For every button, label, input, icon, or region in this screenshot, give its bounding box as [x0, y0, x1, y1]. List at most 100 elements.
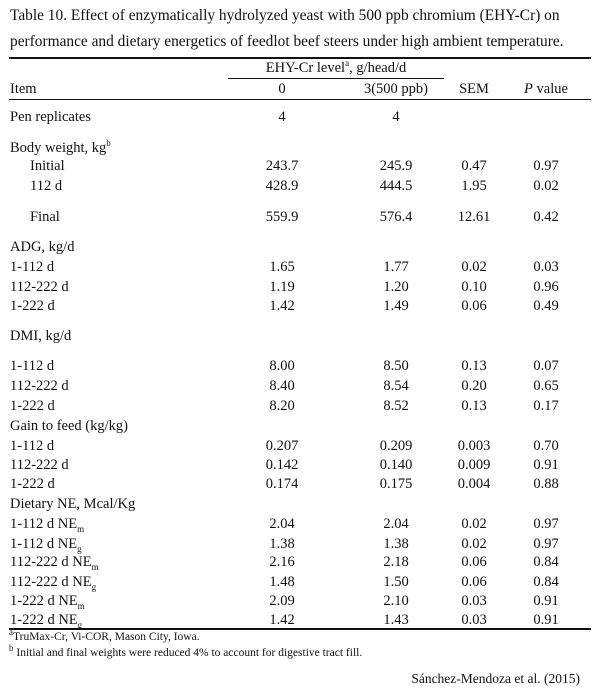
- cell-v0: 0.174: [265, 476, 299, 492]
- cell-p: 0.65: [533, 378, 559, 394]
- cell-p: 0.97: [533, 536, 559, 552]
- cell-v0: 8.40: [269, 378, 295, 394]
- row-label: 1-112 d NEg: [10, 536, 82, 554]
- cell-v0: 1.65: [269, 259, 295, 275]
- cell-sem: 12.61: [457, 209, 491, 225]
- cell-sem: 0.06: [461, 554, 487, 570]
- row-group-label: ADG, kg/d: [10, 239, 75, 255]
- cell-sem: 0.06: [461, 574, 487, 590]
- cell-p: 0.84: [533, 554, 559, 570]
- cell-v0: 559.9: [265, 209, 299, 225]
- row-label: 1-222 d NEm: [10, 593, 85, 611]
- cell-p: 0.49: [533, 298, 559, 314]
- cell-p: 0.42: [533, 209, 559, 225]
- cell-p: 0.02: [533, 178, 559, 194]
- cell-p: 0.03: [533, 259, 559, 275]
- row-label: 112-222 d NEm: [10, 554, 99, 572]
- column-group-rule: [228, 78, 444, 79]
- cell-p: 0.88: [533, 476, 559, 492]
- cell-sem: 0.03: [461, 612, 487, 628]
- cell-p: 0.07: [533, 358, 559, 374]
- cell-v0: 1.38: [269, 536, 295, 552]
- row-label: 112-222 d: [10, 457, 69, 473]
- cell-p: 0.70: [533, 438, 559, 454]
- cell-v1: 8.52: [383, 398, 409, 414]
- cell-sem: 0.20: [461, 378, 487, 394]
- cell-sem: 0.47: [461, 158, 487, 174]
- row-label: 112-222 d: [10, 279, 69, 295]
- cell-v0: 2.09: [269, 593, 295, 609]
- cell-v1: 8.54: [383, 378, 409, 394]
- header-p-value: P value: [524, 81, 568, 97]
- cell-v1: 2.04: [383, 516, 409, 532]
- cell-p: 0.91: [533, 612, 559, 628]
- header-level-0: 0: [278, 81, 286, 97]
- table-caption-line-1: Table 10. Effect of enzymatically hydrol…: [10, 7, 560, 24]
- cell-v0: 243.7: [265, 158, 299, 174]
- cell-v0: 1.42: [269, 612, 295, 628]
- cell-v1: 1.43: [383, 612, 409, 628]
- row-label: Initial: [30, 158, 65, 174]
- cell-p: 0.91: [533, 593, 559, 609]
- footnote-b: b Initial and final weights were reduced…: [9, 643, 363, 659]
- cell-sem: 0.02: [461, 536, 487, 552]
- row-label: 112 d: [30, 178, 63, 194]
- header-rule: [9, 99, 591, 100]
- cell-v1: 576.4: [379, 209, 413, 225]
- row-label: 1-112 d: [10, 259, 55, 275]
- cell-v1: 2.10: [383, 593, 409, 609]
- cell-v0: 8.20: [269, 398, 295, 414]
- cell-sem: 0.03: [461, 593, 487, 609]
- row-label: 112-222 d NEg: [10, 574, 97, 592]
- source-citation: Sánchez-Mendoza et al. (2015): [411, 671, 580, 686]
- cell-sem: 0.003: [457, 438, 491, 454]
- row-label: 1-112 d: [10, 358, 55, 374]
- cell-v1: 1.20: [383, 279, 409, 295]
- cell-v1: 1.77: [383, 259, 409, 275]
- cell-v1: 444.5: [379, 178, 413, 194]
- row-label: Pen replicates: [10, 109, 91, 125]
- cell-v0: 428.9: [265, 178, 299, 194]
- row-label: 112-222 d: [10, 378, 69, 394]
- header-sem: SEM: [459, 81, 489, 97]
- cell-p: 0.91: [533, 457, 559, 473]
- row-group-label: Body weight, kgb: [10, 138, 111, 156]
- cell-v1: 0.140: [379, 457, 413, 473]
- row-group-label: DMI, kg/d: [10, 328, 72, 344]
- row-label: 1-112 d: [10, 438, 55, 454]
- cell-v0: 1.19: [269, 279, 295, 295]
- column-group-header: EHY-Cr levela, g/head/d: [265, 58, 407, 76]
- bottom-rule: [9, 628, 591, 630]
- row-group-label: Gain to feed (kg/kg): [10, 418, 128, 434]
- cell-v0: 1.42: [269, 298, 295, 314]
- cell-sem: 0.10: [461, 279, 487, 295]
- row-label: 1-222 d: [10, 298, 55, 314]
- cell-sem: 0.009: [457, 457, 491, 473]
- cell-v0: 2.04: [269, 516, 295, 532]
- cell-v1: 4: [392, 109, 400, 125]
- cell-p: 0.97: [533, 516, 559, 532]
- cell-v0: 0.142: [265, 457, 299, 473]
- cell-p: 0.96: [533, 279, 559, 295]
- cell-v1: 1.50: [383, 574, 409, 590]
- cell-v1: 1.38: [383, 536, 409, 552]
- cell-v0: 4: [278, 109, 286, 125]
- cell-sem: 0.13: [461, 358, 487, 374]
- cell-v1: 8.50: [383, 358, 409, 374]
- row-label: Final: [30, 209, 60, 225]
- cell-p: 0.17: [533, 398, 559, 414]
- cell-sem: 0.06: [461, 298, 487, 314]
- cell-v0: 1.48: [269, 574, 295, 590]
- cell-v1: 0.175: [379, 476, 413, 492]
- row-label: 1-222 d: [10, 398, 55, 414]
- cell-v0: 0.207: [265, 438, 299, 454]
- cell-sem: 0.004: [457, 476, 491, 492]
- cell-sem: 0.13: [461, 398, 487, 414]
- cell-sem: 0.02: [461, 259, 487, 275]
- row-label: 1-112 d NEm: [10, 516, 85, 534]
- footnote-a: aTruMax-Cr, Vi-COR, Mason City, Iowa.: [9, 627, 200, 643]
- top-rule: [9, 57, 591, 59]
- cell-sem: 0.02: [461, 516, 487, 532]
- cell-v1: 1.49: [383, 298, 409, 314]
